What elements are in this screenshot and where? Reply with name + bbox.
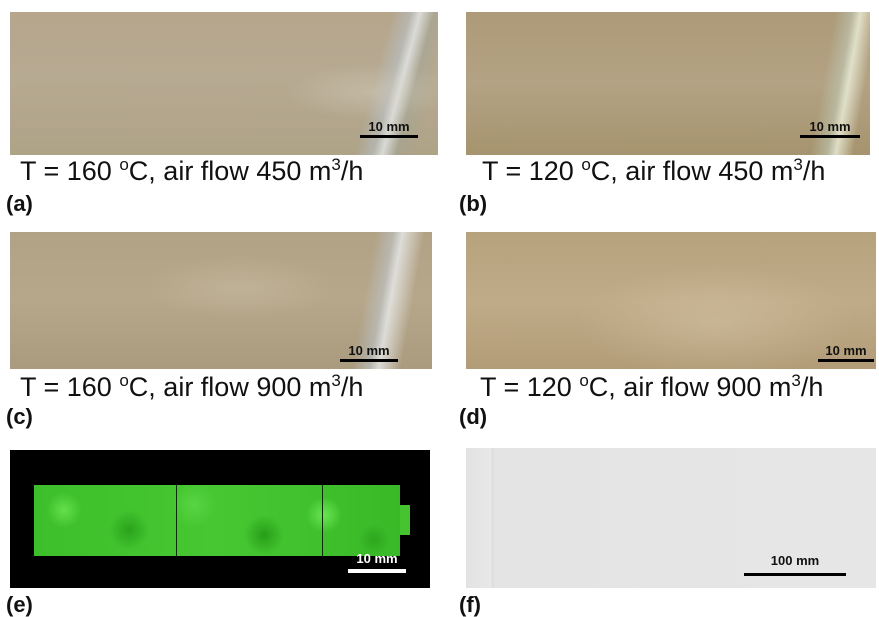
photo-panel-c: 10 mm [10, 232, 432, 369]
scale-bar-e: 10 mm [348, 552, 406, 573]
photo-panel-b: 10 mm [466, 12, 870, 155]
strip-seam-1 [176, 485, 177, 556]
scale-label-c: 10 mm [348, 343, 390, 358]
scale-label-f: 100 mm [770, 553, 820, 568]
panel-label-c: (c) [6, 404, 33, 429]
caption-d: T = 120 oC, air flow 900 m3/h [480, 371, 824, 402]
scale-bar-f: 100 mm [744, 554, 846, 576]
caption-a: T = 160 oC, air flow 450 m3/h [20, 155, 364, 186]
panel-label-a: (a) [6, 191, 33, 216]
fluorescent-sample-strip [34, 485, 400, 556]
photo-panel-e: 10 mm [10, 450, 430, 588]
sample-strip-tab [400, 505, 410, 535]
scale-line-b [800, 135, 860, 138]
photo-c [10, 232, 432, 369]
scale-label-b: 10 mm [809, 119, 851, 134]
strip-seam-2 [322, 485, 323, 556]
photo-panel-f: 100 mm [466, 448, 876, 588]
scale-bar-d: 10 mm [818, 344, 874, 362]
photo-a [10, 12, 438, 155]
scale-label-a: 10 mm [368, 119, 410, 134]
panel-label-b: (b) [459, 191, 488, 216]
panel-label-d: (d) [459, 404, 488, 429]
scale-line-d [818, 359, 874, 362]
scale-line-c [340, 359, 398, 362]
scale-line-e [348, 569, 406, 573]
photo-f [466, 448, 876, 588]
photo-d [466, 232, 876, 369]
scale-bar-a: 10 mm [360, 120, 418, 138]
photo-b [466, 12, 870, 155]
scale-label-d: 10 mm [825, 343, 867, 358]
panel-label-f: (f) [459, 592, 481, 617]
photo-panel-d: 10 mm [466, 232, 876, 369]
caption-c: T = 160 oC, air flow 900 m3/h [20, 371, 364, 402]
scale-bar-b: 10 mm [800, 120, 860, 138]
scale-label-e: 10 mm [356, 551, 398, 566]
scale-line-a [360, 135, 418, 138]
panel-label-e: (e) [6, 592, 33, 617]
scale-bar-c: 10 mm [340, 344, 398, 362]
caption-b: T = 120 oC, air flow 450 m3/h [482, 155, 826, 186]
scale-line-f [744, 573, 846, 576]
photo-panel-a: 10 mm [10, 12, 438, 155]
